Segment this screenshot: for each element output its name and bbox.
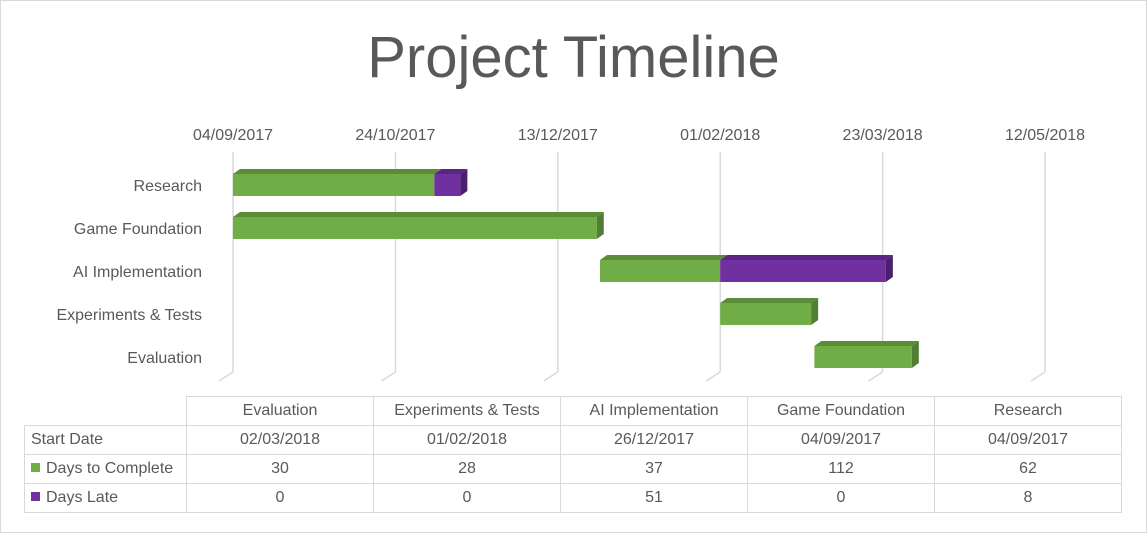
table-row-label: Start Date: [24, 425, 187, 455]
table-cell: 8: [934, 483, 1122, 513]
gridline-foot: [543, 371, 559, 382]
bar-side-face: [911, 341, 919, 368]
gridline-foot: [868, 371, 884, 382]
category-label: AI Implementation: [73, 264, 202, 281]
table-corner: [24, 396, 187, 426]
table-header-row: Evaluation Experiments & Tests AI Implem…: [24, 396, 1122, 426]
bar-side-face: [596, 212, 604, 239]
bar-side-face: [885, 255, 893, 282]
legend-key-purple: [31, 492, 40, 501]
table-cell: 26/12/2017: [560, 425, 748, 455]
bar-top-face: [434, 169, 468, 174]
category-label: Experiments & Tests: [56, 307, 202, 324]
table-cell: 02/03/2018: [186, 425, 374, 455]
chart-title: Project Timeline: [367, 25, 780, 90]
gridline-foot: [1030, 371, 1046, 382]
x-tick-label: 23/03/2018: [843, 127, 923, 144]
bar-top-face: [233, 169, 442, 174]
legend-key-green: [31, 463, 40, 472]
table-row-days-late: Days Late 0 0 51 0 8: [24, 483, 1122, 513]
row-label-text: Start Date: [31, 431, 104, 448]
bar-side-face: [811, 298, 819, 325]
table-cell: 0: [186, 483, 374, 513]
table-cell: 112: [747, 454, 935, 484]
gridline-foot: [218, 371, 234, 382]
bar-side-face: [460, 169, 468, 196]
bar-days-late: [434, 174, 461, 196]
bar-days-to-complete: [720, 303, 812, 325]
table-cell: 01/02/2018: [373, 425, 561, 455]
bar-days-to-complete: [233, 174, 435, 196]
bar-top-face: [720, 255, 893, 260]
table-col-header: Game Foundation: [747, 396, 935, 426]
bar-days-to-complete: [814, 346, 912, 368]
table-row-label: Days Late: [24, 483, 187, 513]
category-label: Evaluation: [127, 350, 202, 367]
table-cell: 62: [934, 454, 1122, 484]
bar-top-face: [600, 255, 728, 260]
x-tick-label: 04/09/2017: [193, 127, 273, 144]
x-tick-label: 13/12/2017: [518, 127, 598, 144]
category-label: Research: [134, 178, 202, 195]
table-cell: 51: [560, 483, 748, 513]
x-tick-label: 01/02/2018: [680, 127, 760, 144]
table-cell: 30: [186, 454, 374, 484]
bar-top-face: [720, 298, 819, 303]
table-cell: 0: [747, 483, 935, 513]
table-col-header: Experiments & Tests: [373, 396, 561, 426]
gridline-foot: [380, 371, 396, 382]
table-col-header: Research: [934, 396, 1122, 426]
gridline-foot: [705, 371, 721, 382]
table-row-label: Days to Complete: [24, 454, 187, 484]
category-label: Game Foundation: [74, 221, 202, 238]
table-col-header: AI Implementation: [560, 396, 748, 426]
table-col-header: Evaluation: [186, 396, 374, 426]
bar-days-to-complete: [600, 260, 721, 282]
x-tick-label: 12/05/2018: [1005, 127, 1085, 144]
bar-days-late: [720, 260, 886, 282]
table-cell: 0: [373, 483, 561, 513]
table-row-start-date: Start Date 02/03/2018 01/02/2018 26/12/2…: [24, 425, 1122, 455]
row-label-text: Days Late: [46, 489, 119, 506]
row-label-text: Days to Complete: [46, 460, 174, 477]
data-table: Evaluation Experiments & Tests AI Implem…: [24, 396, 1122, 513]
table-cell: 37: [560, 454, 748, 484]
table-cell: 28: [373, 454, 561, 484]
table-cell: 04/09/2017: [934, 425, 1122, 455]
bar-days-to-complete: [233, 217, 597, 239]
x-tick-label: 24/10/2017: [355, 127, 435, 144]
table-cell: 04/09/2017: [747, 425, 935, 455]
bar-top-face: [814, 341, 919, 346]
bar-top-face: [233, 212, 604, 217]
table-row-days-to-complete: Days to Complete 30 28 37 112 62: [24, 454, 1122, 484]
